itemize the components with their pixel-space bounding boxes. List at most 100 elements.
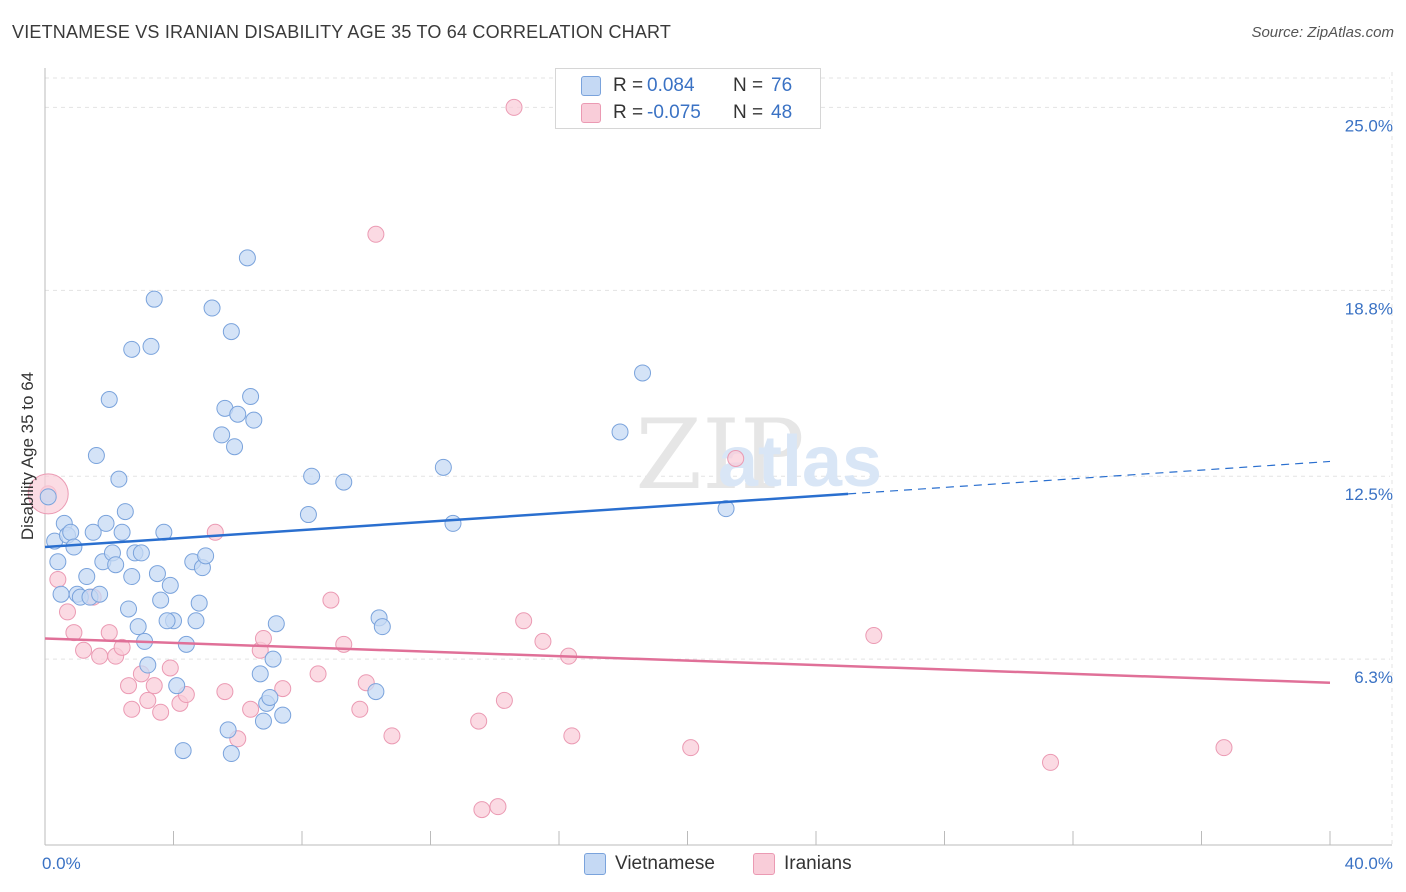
vietnamese-point: [161, 576, 179, 594]
vietnamese-point: [245, 411, 263, 429]
iranians-swatch: [581, 103, 601, 123]
iranians-point: [515, 612, 533, 630]
vietnamese-point: [148, 565, 166, 583]
vietnamese-point: [222, 323, 240, 341]
iranians-point: [75, 641, 93, 659]
vietnamese-points: [39, 249, 735, 763]
vietnamese-point: [373, 618, 391, 636]
iranians-point: [58, 603, 76, 621]
vietnamese-point: [303, 467, 321, 485]
vietnamese-n-value: 76: [771, 75, 793, 96]
vietnamese-point: [123, 568, 141, 586]
watermark-zip: ZIP: [635, 399, 804, 511]
y-axis-label: Disability Age 35 to 64: [18, 371, 37, 541]
vietnamese-point: [120, 600, 138, 618]
iranians-points: [27, 98, 1233, 819]
vietnamese-r-value: 0.084: [647, 75, 695, 96]
vietnamese-point: [274, 706, 292, 724]
iranians-legend-swatch: [753, 853, 775, 875]
vietnamese-point: [717, 500, 735, 518]
vietnamese-point: [107, 556, 125, 574]
y-tick-label: 18.8%: [1345, 299, 1393, 318]
legend-row-iranians: R = -0.075 N = 48: [555, 99, 821, 125]
x-tick-label: 40.0%: [1345, 854, 1393, 873]
vietnamese-point: [129, 618, 147, 636]
vietnamese-point: [238, 249, 256, 267]
vietnamese-trend-line: [44, 492, 849, 549]
vietnamese-point: [335, 473, 353, 491]
tick-labels: 6.3% 12.5% 18.8% 25.0% 0.0% 40.0%: [42, 116, 1393, 873]
vietnamese-point: [367, 683, 385, 701]
watermark-atlas: atlas: [718, 422, 882, 502]
vietnamese-point: [219, 721, 237, 739]
chart-title: VIETNAMESE VS IRANIAN DISABILITY AGE 35 …: [12, 22, 672, 42]
vietnamese-point: [251, 665, 269, 683]
iranians-point: [309, 665, 327, 683]
source-label: Source: ZipAtlas.com: [1251, 24, 1394, 41]
iranians-point: [470, 712, 488, 730]
iranians-point: [152, 703, 170, 721]
vietnamese-point: [197, 547, 215, 565]
vietnamese-point: [145, 290, 163, 308]
vietnamese-trend-extension: [848, 460, 1331, 495]
legend-row-vietnamese: R = 0.084 N = 76: [555, 72, 821, 98]
vietnamese-point: [611, 423, 629, 441]
vietnamese-point: [190, 594, 208, 612]
legend-n-label: N =: [733, 102, 764, 123]
vietnamese-point: [87, 447, 105, 465]
iranians-point: [865, 627, 883, 645]
iranians-point: [113, 638, 131, 656]
vietnamese-point: [62, 523, 80, 541]
iranians-point: [216, 683, 234, 701]
vietnamese-point: [187, 612, 205, 630]
vietnamese-point: [264, 650, 282, 668]
iranians-point: [123, 700, 141, 718]
vietnamese-point: [254, 712, 272, 730]
vietnamese-point: [299, 506, 317, 524]
vietnamese-point: [242, 388, 260, 406]
iranians-point: [254, 629, 272, 647]
iranians-point: [274, 680, 292, 698]
vietnamese-point: [110, 470, 128, 488]
iranians-point: [120, 677, 138, 695]
vietnamese-point: [52, 585, 70, 603]
y-tick-label: 6.3%: [1354, 668, 1393, 687]
iranians-trend-line: [44, 637, 1331, 684]
iranians-point: [473, 801, 491, 819]
iranians-point: [242, 700, 260, 718]
iranians-point: [139, 691, 157, 709]
vietnamese-point: [116, 503, 134, 521]
iranians-point: [91, 647, 109, 665]
iranians-point: [534, 632, 552, 650]
iranians-point: [489, 798, 507, 816]
iranians-point: [505, 98, 523, 116]
vietnamese-point: [229, 405, 247, 423]
iranians-point: [367, 225, 385, 243]
correlation-legend: R = 0.084 N = 76 R = -0.075 N = 48: [555, 68, 821, 129]
y-tick-label: 25.0%: [1345, 116, 1393, 135]
vietnamese-swatch: [581, 76, 601, 96]
vietnamese-point: [97, 514, 115, 532]
iranians-legend-label: Iranians: [784, 853, 852, 874]
vietnamese-point: [267, 615, 285, 633]
vietnamese-point: [132, 544, 150, 562]
vietnamese-point: [39, 488, 57, 506]
iranians-point: [495, 691, 513, 709]
iranians-point: [1042, 753, 1060, 771]
vietnamese-point: [91, 585, 109, 603]
iranians-r-value: -0.075: [647, 102, 701, 123]
vietnamese-point: [261, 688, 279, 706]
x-tick-label: 0.0%: [42, 854, 81, 873]
vietnamese-point: [142, 337, 160, 355]
vietnamese-point: [65, 538, 83, 556]
legend-n-label: N =: [733, 75, 764, 96]
iranians-point: [145, 677, 163, 695]
iranians-point: [351, 700, 369, 718]
vietnamese-point: [444, 514, 462, 532]
vietnamese-point: [158, 612, 176, 630]
vietnamese-point: [213, 426, 231, 444]
vietnamese-point: [174, 742, 192, 760]
iranians-point: [322, 591, 340, 609]
vietnamese-point: [123, 340, 141, 358]
vietnamese-point: [139, 656, 157, 674]
